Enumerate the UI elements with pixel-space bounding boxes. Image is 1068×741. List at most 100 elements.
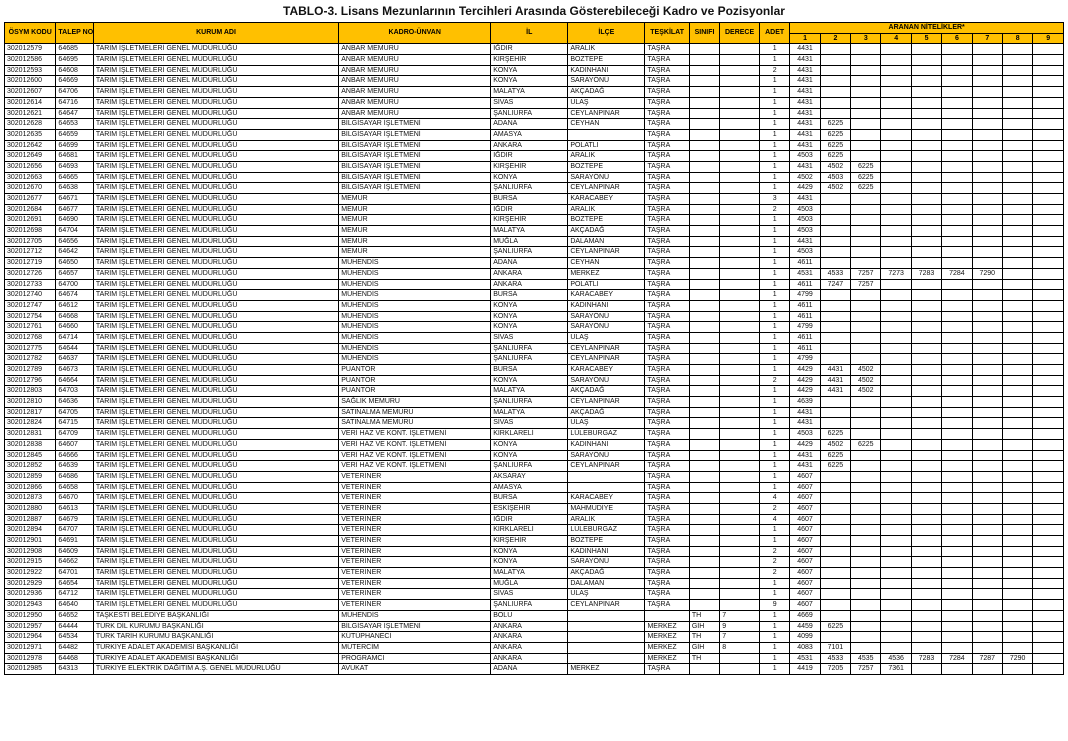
cell <box>820 610 850 621</box>
cell <box>942 311 972 322</box>
cell <box>1002 215 1032 226</box>
cell: 4429 <box>790 439 820 450</box>
cell <box>881 279 911 290</box>
cell <box>972 482 1002 493</box>
cell: 4429 <box>790 183 820 194</box>
cell <box>911 397 941 408</box>
cell <box>689 386 719 397</box>
cell <box>1002 397 1032 408</box>
cell: PUANTÖR <box>339 375 491 386</box>
cell: 1 <box>759 258 789 269</box>
table-row: 30201280364703TARIM İŞLETMELERİ GENEL MÜ… <box>5 386 1064 397</box>
cell: 1 <box>759 290 789 301</box>
cell: 302012670 <box>5 183 56 194</box>
cell: 302012831 <box>5 429 56 440</box>
cell: TARIM İŞLETMELERİ GENEL MÜDÜRLÜĞÜ <box>93 557 338 568</box>
cell <box>820 503 850 514</box>
table-row: 30201266364665TARIM İŞLETMELERİ GENEL MÜ… <box>5 172 1064 183</box>
cell <box>820 108 850 119</box>
cell <box>881 546 911 557</box>
cell <box>689 439 719 450</box>
cell <box>911 172 941 183</box>
cell <box>1002 429 1032 440</box>
th-teskilat: TEŞKİLAT <box>645 23 689 44</box>
cell <box>942 55 972 66</box>
cell: TARIM İŞLETMELERİ GENEL MÜDÜRLÜĞÜ <box>93 204 338 215</box>
cell: 1 <box>759 439 789 450</box>
cell: 64690 <box>56 215 93 226</box>
cell: 64685 <box>56 44 93 55</box>
cell <box>689 493 719 504</box>
table-row: 30201272664657TARIM İŞLETMELERİ GENEL MÜ… <box>5 268 1064 279</box>
cell <box>911 375 941 386</box>
cell <box>1033 290 1064 301</box>
cell <box>972 129 1002 140</box>
cell <box>689 450 719 461</box>
cell: TARIM İŞLETMELERİ GENEL MÜDÜRLÜĞÜ <box>93 268 338 279</box>
cell: ANKARA <box>491 653 568 664</box>
cell: 1 <box>759 55 789 66</box>
cell: KONYA <box>491 375 568 386</box>
cell <box>689 546 719 557</box>
cell: SARAYÖNÜ <box>568 76 645 87</box>
cell: MEMUR <box>339 247 491 258</box>
table-row: 30201275464668TARIM İŞLETMELERİ GENEL MÜ… <box>5 311 1064 322</box>
cell <box>1002 140 1032 151</box>
table-row: 30201278264637TARIM İŞLETMELERİ GENEL MÜ… <box>5 354 1064 365</box>
cell: 4431 <box>790 76 820 87</box>
cell: 64658 <box>56 482 93 493</box>
cell: GİH <box>689 642 719 653</box>
cell <box>1033 557 1064 568</box>
cell <box>720 183 760 194</box>
cell <box>1002 514 1032 525</box>
table-row: 30201257964685TARIM İŞLETMELERİ GENEL MÜ… <box>5 44 1064 55</box>
cell: TAŞKESTİ BELEDİYE BAŞKANLIĞI <box>93 610 338 621</box>
cell: BİLGİSAYAR İŞLETMENİ <box>339 161 491 172</box>
cell <box>851 461 881 472</box>
cell <box>568 610 645 621</box>
cell <box>911 161 941 172</box>
cell: POLATLI <box>568 140 645 151</box>
cell: SARAYÖNÜ <box>568 375 645 386</box>
table-row: 30201281064636TARIM İŞLETMELERİ GENEL MÜ… <box>5 397 1064 408</box>
cell <box>881 172 911 183</box>
cell: 1 <box>759 429 789 440</box>
cell: ŞANLIURFA <box>491 108 568 119</box>
cell <box>820 525 850 536</box>
cell: 1 <box>759 664 789 675</box>
cell: TARIM İŞLETMELERİ GENEL MÜDÜRLÜĞÜ <box>93 600 338 611</box>
cell <box>1002 290 1032 301</box>
cell: MALATYA <box>491 386 568 397</box>
cell <box>720 204 760 215</box>
cell: 64701 <box>56 568 93 579</box>
cell <box>881 300 911 311</box>
cell: TAŞRA <box>645 226 689 237</box>
cell <box>689 461 719 472</box>
cell <box>1033 429 1064 440</box>
cell: 6225 <box>820 621 850 632</box>
cell <box>972 621 1002 632</box>
cell: VETERİNER <box>339 578 491 589</box>
cell <box>972 204 1002 215</box>
cell: ŞANLIURFA <box>491 461 568 472</box>
cell <box>1033 140 1064 151</box>
cell <box>851 632 881 643</box>
cell <box>720 268 760 279</box>
cell: 1 <box>759 450 789 461</box>
cell: 4503 <box>790 429 820 440</box>
cell <box>851 546 881 557</box>
cell <box>942 546 972 557</box>
cell <box>942 642 972 653</box>
cell: TARIM İŞLETMELERİ GENEL MÜDÜRLÜĞÜ <box>93 311 338 322</box>
cell: VETERİNER <box>339 493 491 504</box>
cell <box>1033 642 1064 653</box>
table-row: 30201298564313TÜRKİYE ELEKTRİK DAĞITIM A… <box>5 664 1064 675</box>
cell: 4431 <box>790 129 820 140</box>
cell <box>851 418 881 429</box>
cell: 302012712 <box>5 247 56 258</box>
cell <box>881 407 911 418</box>
cell <box>568 129 645 140</box>
cell <box>972 65 1002 76</box>
cell: 302012880 <box>5 503 56 514</box>
cell: 302012817 <box>5 407 56 418</box>
